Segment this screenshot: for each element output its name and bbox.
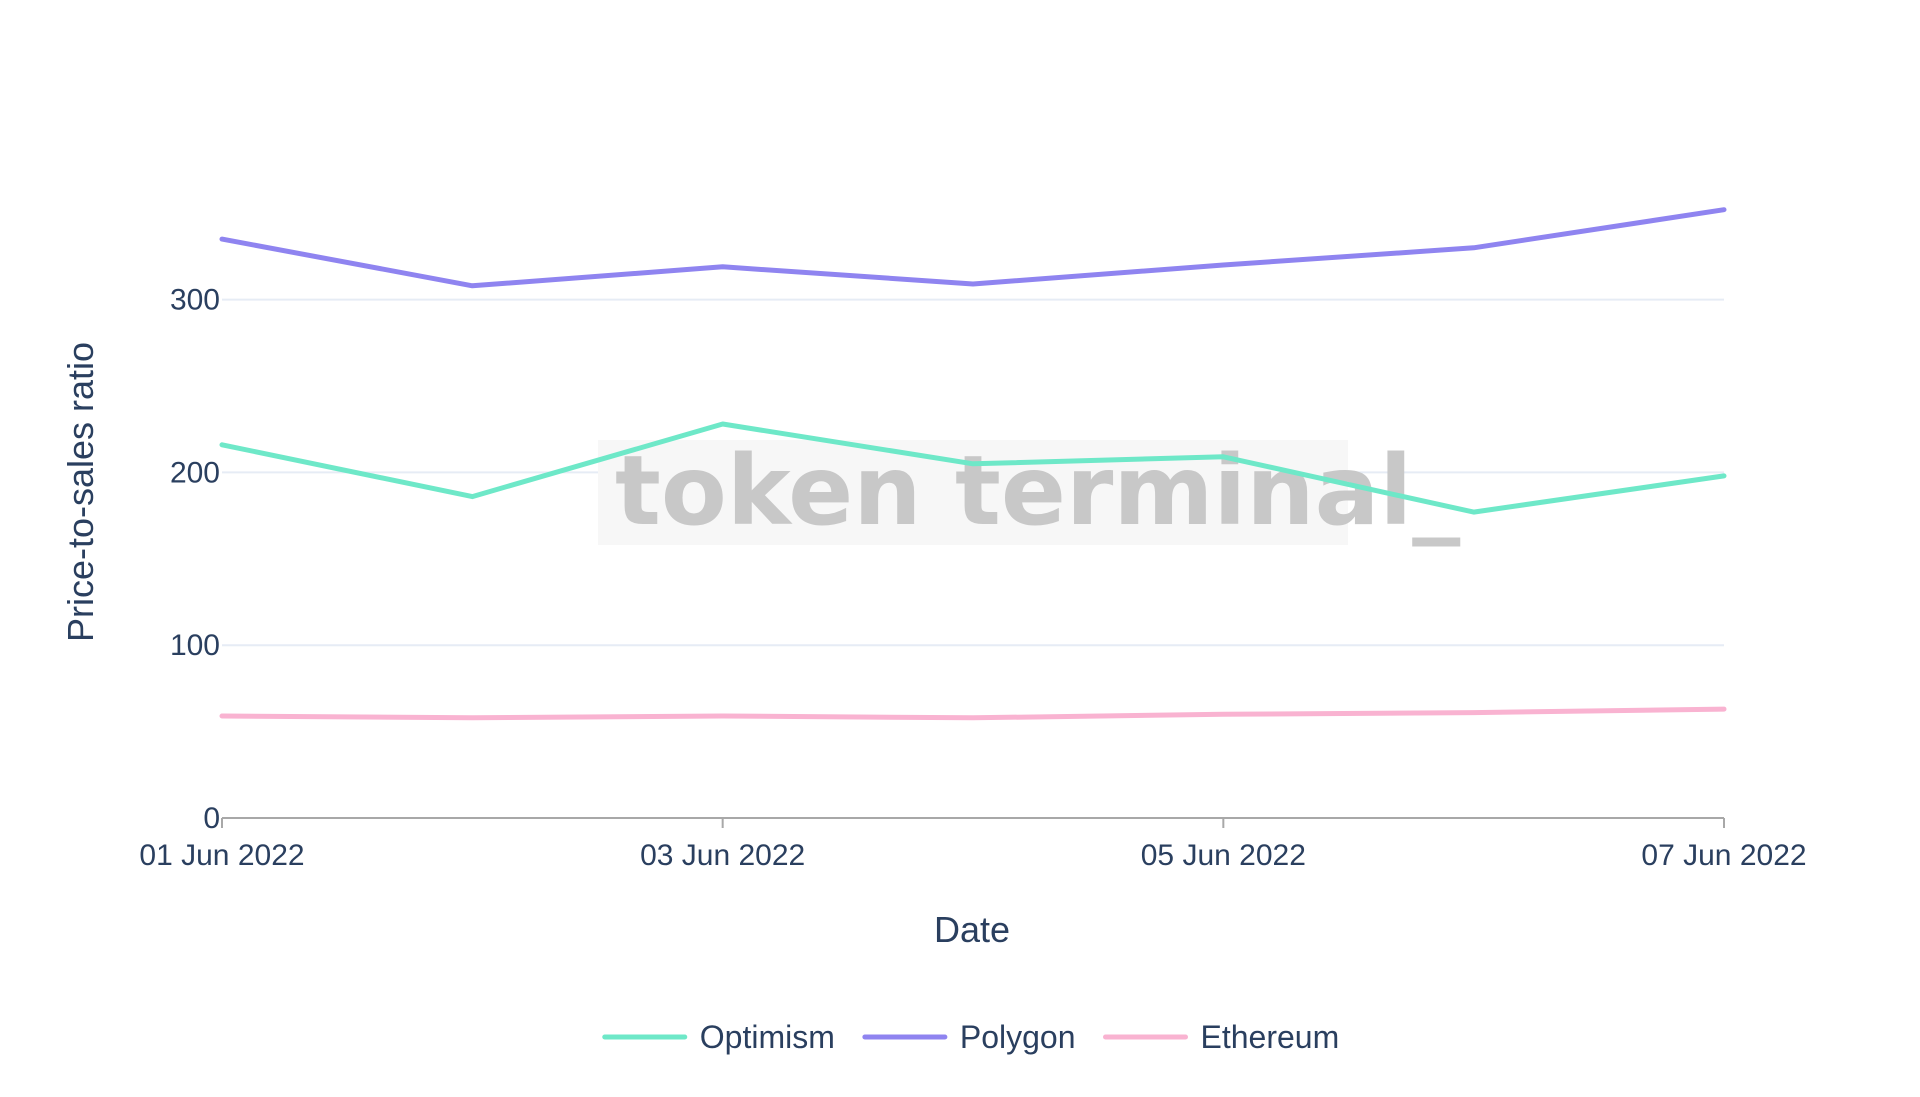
x-tick-label: 05 Jun 2022	[1141, 839, 1306, 872]
x-axis-title: Date	[934, 909, 1010, 950]
axes: 0 100 200 300 01 Jun 2022 03 Jun 2022 05 Jun 2…	[139, 284, 1806, 872]
y-tick-label: 100	[170, 629, 220, 662]
x-tick-label: 03 Jun 2022	[640, 839, 805, 872]
x-tick-label: 01 Jun 2022	[139, 839, 304, 872]
watermark-text: token terminal_	[615, 435, 1460, 547]
y-tick-label: 300	[170, 284, 220, 317]
series-line-polygon	[219, 207, 1727, 289]
legend-label-optimism: Optimism	[700, 1019, 835, 1055]
watermark: token terminal_	[598, 435, 1460, 547]
legend: Optimism Polygon Ethereum	[602, 1019, 1340, 1055]
series-lines	[219, 207, 1727, 721]
legend-label-ethereum: Ethereum	[1201, 1019, 1340, 1055]
x-tick-label: 07 Jun 2022	[1641, 839, 1806, 872]
y-axis-title: Price-to-sales ratio	[60, 342, 101, 642]
y-tick-label: 0	[203, 802, 220, 835]
series-line-ethereum	[219, 706, 1727, 721]
y-tick-label: 200	[170, 456, 220, 489]
series-line-optimism	[219, 421, 1727, 515]
legend-label-polygon: Polygon	[960, 1019, 1076, 1055]
